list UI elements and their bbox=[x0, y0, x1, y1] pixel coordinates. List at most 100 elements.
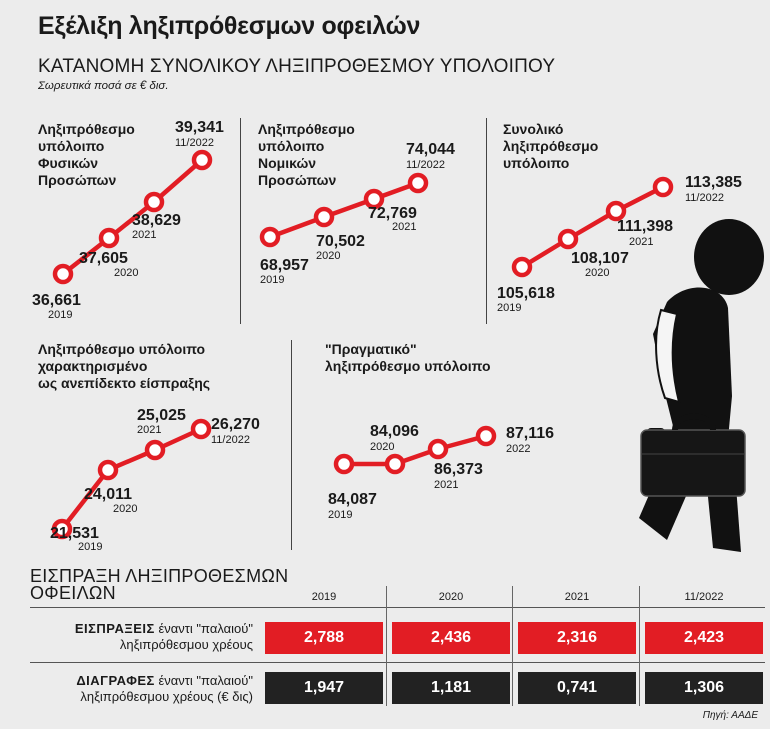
data-point bbox=[190, 418, 212, 440]
x-tick-label: 2021 bbox=[132, 229, 156, 241]
data-label: 86,373 bbox=[434, 461, 483, 478]
data-point bbox=[557, 228, 579, 250]
x-tick-label: 2020 bbox=[114, 267, 138, 279]
data-label: 36,661 bbox=[32, 292, 81, 309]
x-tick-label: 2020 bbox=[585, 267, 609, 279]
series-line bbox=[61, 158, 204, 276]
data-point bbox=[652, 176, 674, 198]
table-cell: 2,423 bbox=[645, 622, 763, 654]
data-point bbox=[313, 206, 335, 228]
column-header: 2020 bbox=[438, 591, 464, 603]
page-title: Εξέλιξη ληξιπρόθεσμων οφειλών bbox=[38, 12, 421, 40]
series-line bbox=[344, 433, 487, 467]
chart-title-natural-persons: Ληξιπρόθεσμο υπόλοιπο Φυσικών Προσώπων bbox=[38, 121, 135, 188]
data-point bbox=[259, 226, 281, 248]
data-point bbox=[363, 188, 385, 210]
series-line bbox=[520, 184, 665, 269]
data-label: 72,769 bbox=[368, 205, 417, 222]
data-label: 70,502 bbox=[316, 233, 365, 250]
series-line bbox=[60, 426, 202, 531]
divider bbox=[291, 340, 292, 550]
table-cell: 0,741 bbox=[518, 672, 636, 704]
units-note: Σωρευτικά ποσά σε € δισ. bbox=[38, 80, 169, 92]
x-tick-label: 11/2022 bbox=[406, 159, 445, 171]
table-cell: 2,436 bbox=[392, 622, 510, 654]
table-cell: 1,181 bbox=[392, 672, 510, 704]
data-label: 25,025 bbox=[137, 407, 186, 424]
chart-title-total: Συνολικό ληξιπρόθεσμο υπόλοιπο bbox=[503, 121, 599, 171]
x-tick-label: 11/2022 bbox=[685, 192, 724, 204]
data-point bbox=[407, 172, 429, 194]
data-label: 84,087 bbox=[328, 491, 377, 508]
column-header: 2021 bbox=[564, 591, 590, 603]
series-line bbox=[269, 180, 419, 240]
row-label-collections: ΕΙΣΠΡΑΞΕΙΣ έναντι "παλαιού" ληξιπρόθεσμο… bbox=[74, 621, 253, 652]
data-label: 108,107 bbox=[571, 250, 629, 267]
data-point bbox=[475, 425, 497, 447]
x-tick-label: 2022 bbox=[506, 443, 530, 455]
data-point bbox=[51, 518, 73, 540]
data-label: 24,011 bbox=[84, 486, 132, 503]
x-tick-label: 2019 bbox=[260, 274, 284, 286]
source-note: Πηγή: ΑΑΔΕ bbox=[702, 710, 758, 721]
data-point bbox=[144, 439, 166, 461]
table-title: ΕΙΣΠΡΑΞΗ ΛΗΞΙΠΡΟΘΕΣΜΩΝ ΟΦΕΙΛΩΝ bbox=[30, 566, 289, 603]
x-tick-label: 11/2022 bbox=[211, 434, 250, 446]
data-label: 21,531 bbox=[50, 525, 99, 542]
column-divider bbox=[512, 586, 513, 706]
chart-title-uncollectible: Ληξιπρόθεσμο υπόλοιπο χαρακτηρισμένο ως αν… bbox=[38, 341, 211, 391]
divider bbox=[486, 118, 487, 324]
x-tick-label: 2019 bbox=[78, 541, 102, 553]
data-label: 37,605 bbox=[79, 250, 128, 267]
data-label: 87,116 bbox=[506, 425, 554, 442]
x-tick-label: 2020 bbox=[370, 441, 394, 453]
data-point bbox=[98, 227, 120, 249]
page-subtitle: ΚΑΤΑΝΟΜΗ ΣΥΝΟΛΙΚΟΥ ΛΗΞΙΠΡΟΘΕΣΜΟΥ ΥΠΟΛΟΙΠ… bbox=[38, 56, 556, 77]
data-label: 74,044 bbox=[406, 141, 455, 158]
x-tick-label: 2019 bbox=[328, 509, 352, 520]
data-point bbox=[143, 191, 165, 213]
x-tick-label: 11/2022 bbox=[175, 137, 214, 149]
data-point bbox=[605, 200, 627, 222]
x-tick-label: 2021 bbox=[629, 236, 653, 248]
data-label: 39,341 bbox=[175, 119, 224, 136]
chart-title-legal-persons: Ληξιπρόθεσμο υπόλοιπο Νομικών Προσώπων bbox=[258, 121, 355, 188]
table-cell: 2,788 bbox=[265, 622, 383, 654]
data-label: 84,096 bbox=[370, 423, 419, 440]
data-point bbox=[511, 256, 533, 278]
x-tick-label: 2021 bbox=[434, 479, 458, 491]
row-label-writeoffs: ΔΙΑΓΡΑΦΕΣ έναντι "παλαιού" ληξιπρόθεσμου… bbox=[76, 673, 253, 704]
divider bbox=[240, 118, 241, 324]
data-point bbox=[384, 453, 406, 475]
data-label: 26,270 bbox=[211, 416, 260, 433]
data-point bbox=[333, 453, 355, 475]
chart-title-real: "Πραγματικό" ληξιπρόθεσμο υπόλοιπο bbox=[325, 341, 491, 374]
data-point bbox=[97, 459, 119, 481]
column-divider bbox=[639, 586, 640, 706]
table-rule bbox=[30, 662, 765, 663]
data-label: 38,629 bbox=[132, 212, 181, 229]
data-point bbox=[427, 438, 449, 460]
x-tick-label: 2019 bbox=[48, 309, 72, 321]
table-rule bbox=[30, 607, 765, 608]
x-tick-label: 2021 bbox=[392, 221, 416, 233]
x-tick-label: 2019 bbox=[497, 302, 521, 314]
data-label: 113,385 bbox=[685, 174, 742, 191]
data-label: 105,618 bbox=[497, 285, 555, 302]
data-label: 68,957 bbox=[260, 257, 309, 274]
column-header: 11/2022 bbox=[684, 591, 724, 603]
data-point bbox=[52, 263, 74, 285]
table-cell: 1,306 bbox=[645, 672, 763, 704]
walking-man-icon bbox=[639, 219, 764, 552]
x-tick-label: 2021 bbox=[137, 424, 161, 436]
data-point bbox=[191, 149, 213, 171]
table-cell: 1,947 bbox=[265, 672, 383, 704]
data-label: 111,398 bbox=[617, 218, 673, 235]
column-header: 2019 bbox=[311, 591, 337, 603]
x-tick-label: 2020 bbox=[316, 250, 340, 262]
